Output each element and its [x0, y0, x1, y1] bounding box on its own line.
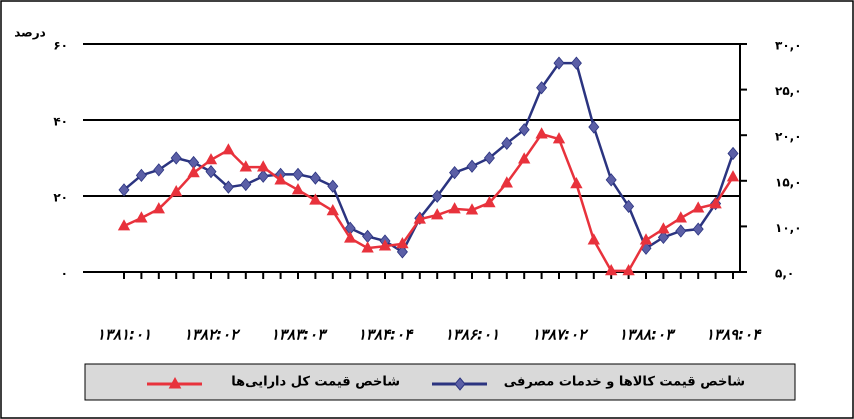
marker [587, 233, 600, 245]
legend-marker [454, 377, 466, 391]
x-tick-label: ۱۳۸۹:۰۴ [706, 326, 762, 344]
marker [657, 222, 670, 234]
x-tick-label: ۱۳۸۷:۰۲ [532, 326, 589, 344]
marker [448, 202, 461, 214]
marker [535, 127, 548, 139]
legend-label: شاخص قیمت کالاها و خدمات مصرفی [504, 375, 745, 390]
marker [274, 173, 287, 185]
marker [396, 245, 408, 259]
marker [135, 211, 148, 223]
x-tick-label: ۱۳۸۳:۰۳ [271, 326, 328, 344]
legend-label: شاخص قیمت کل دارایی‌ها [231, 375, 400, 390]
marker [657, 230, 669, 244]
marker [152, 202, 165, 214]
marker [222, 180, 234, 194]
y-tick-label: ۲۰ [53, 191, 68, 205]
marker [204, 153, 218, 165]
marker [170, 184, 183, 197]
x-tick-label: ۱۳۸۸:۰۳ [619, 326, 676, 344]
marker [675, 224, 687, 238]
marker [344, 231, 357, 243]
y-tick-label: ۶۰ [53, 39, 68, 53]
marker [692, 222, 704, 236]
marker [257, 160, 270, 172]
marker [466, 159, 478, 173]
marker [309, 193, 322, 205]
marker [709, 197, 722, 209]
marker [431, 189, 443, 203]
marker [465, 203, 479, 215]
y2-tick-label: ۵,۰ [775, 267, 794, 281]
marker [222, 143, 235, 155]
marker [309, 171, 321, 185]
x-tick-label: ۱۳۸۲:۰۲ [184, 326, 241, 344]
marker [727, 146, 739, 161]
marker [361, 241, 374, 253]
marker [518, 123, 530, 137]
marker [692, 201, 705, 213]
marker [431, 208, 444, 220]
marker [118, 183, 130, 197]
y-axis-label: درصد [14, 26, 46, 40]
marker [117, 219, 131, 231]
marker [292, 167, 304, 182]
y2-tick-label: ۲۰,۰ [775, 130, 802, 144]
marker [239, 160, 252, 172]
y2-tick-label: ۳۰,۰ [775, 39, 802, 53]
y-tick-label: ۴۰ [53, 115, 68, 129]
marker [674, 211, 687, 223]
marker [378, 239, 392, 251]
marker [726, 170, 740, 182]
marker [205, 165, 217, 179]
marker [483, 151, 495, 165]
marker [639, 233, 653, 245]
marker [552, 132, 566, 144]
marker [570, 56, 582, 70]
y2-tick-label: ۱۰,۰ [775, 221, 802, 235]
x-tick-label: ۱۳۸۱:۰۱ [97, 326, 151, 344]
marker [187, 165, 200, 178]
y2-tick-label: ۲۵,۰ [775, 84, 802, 98]
y-tick-label: ۰ [61, 267, 68, 281]
x-tick-label: ۱۳۸۶:۰۱ [445, 326, 499, 344]
marker [326, 203, 339, 216]
marker [257, 169, 269, 183]
marker [588, 120, 600, 134]
marker [570, 177, 583, 189]
marker [153, 163, 165, 177]
legend-marker [168, 376, 182, 389]
marker [553, 56, 565, 70]
marker [501, 136, 513, 151]
marker [500, 176, 513, 188]
marker [240, 177, 252, 192]
marker [483, 196, 496, 208]
legend-box [84, 363, 796, 401]
marker [449, 165, 461, 180]
marker [605, 264, 618, 276]
marker [413, 212, 426, 224]
marker [623, 199, 635, 213]
marker [518, 152, 531, 164]
marker [327, 179, 339, 193]
marker [291, 183, 305, 195]
y2-tick-label: ۱۵,۰ [775, 175, 802, 189]
marker [536, 81, 548, 95]
marker [396, 237, 409, 249]
x-tick-label: ۱۳۸۴:۰۴ [358, 326, 414, 344]
marker [135, 168, 147, 182]
marker [170, 151, 182, 165]
marker [622, 264, 635, 276]
marker [605, 173, 617, 187]
